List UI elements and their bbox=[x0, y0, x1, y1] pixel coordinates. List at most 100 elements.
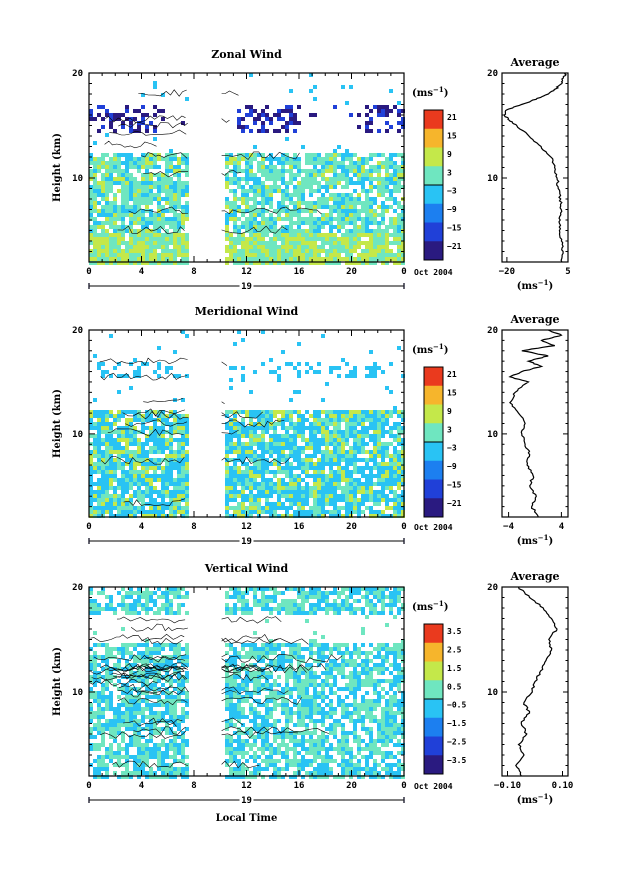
heatmap-field bbox=[89, 330, 405, 518]
colorbar-tick-label: 21 bbox=[447, 370, 457, 379]
contour-lines bbox=[89, 616, 343, 769]
colorbar-swatch bbox=[424, 661, 443, 681]
colorbar-tick-label: 2.5 bbox=[447, 645, 462, 654]
x-tick-label: 0 bbox=[401, 781, 406, 791]
colorbar-swatch bbox=[424, 185, 443, 205]
colorbar-swatch bbox=[424, 367, 443, 387]
unit-base: (ms bbox=[517, 281, 538, 292]
unit-close: ) bbox=[444, 88, 449, 99]
colorbar-tick-label: −0.5 bbox=[447, 701, 466, 710]
colorbar-tick-label: −21 bbox=[447, 499, 462, 508]
y-tick-label: 20 bbox=[72, 326, 83, 336]
average-ticks bbox=[502, 329, 568, 518]
x-tick-label: 8 bbox=[191, 522, 196, 532]
average-profile-line bbox=[508, 329, 563, 518]
colorbar: 21 15 9 3 −3 −9 −15 −21 (ms−1) bbox=[412, 342, 462, 518]
colorbar-swatch bbox=[424, 717, 443, 737]
colorbar-tick-label: −9 bbox=[447, 205, 457, 214]
colorbar-swatch bbox=[424, 203, 443, 223]
average-x-tick-label: −4 bbox=[503, 522, 514, 532]
average-x-label: (ms−1) bbox=[517, 792, 553, 806]
x-tick-label: 20 bbox=[346, 522, 357, 532]
unit-exp: −1 bbox=[433, 599, 444, 608]
date-label: Oct 2004 bbox=[414, 268, 453, 277]
x-tick-label: 12 bbox=[241, 522, 252, 532]
colorbar-swatch bbox=[424, 642, 443, 662]
colorbar-swatch bbox=[424, 110, 443, 130]
y-tick-label: 10 bbox=[72, 688, 83, 698]
average-x-tick-label: −20 bbox=[499, 267, 515, 277]
colorbar-tick-label: 3 bbox=[447, 168, 452, 177]
unit-exp: −1 bbox=[538, 792, 549, 801]
y-axis-label: Height (km) bbox=[52, 647, 63, 716]
date-line: 19 bbox=[88, 281, 405, 292]
colorbar-tick-label: −15 bbox=[447, 481, 462, 490]
colorbar: 21 15 9 3 −3 −9 −15 −21 (ms−1) bbox=[412, 85, 462, 261]
x-tick-label: 12 bbox=[241, 781, 252, 791]
x-tick-label: 20 bbox=[346, 267, 357, 277]
axis-ticks bbox=[88, 329, 405, 518]
unit-exp: −1 bbox=[538, 533, 549, 542]
colorbar-tick-label: 21 bbox=[447, 113, 457, 122]
x-tick-label: 4 bbox=[139, 267, 145, 277]
panel-1: Zonal Wind 10 20 Height (km) 0 4 8 12 16 20 0 19 Oct… bbox=[52, 48, 571, 292]
colorbar-swatch bbox=[424, 755, 443, 775]
average-profile-plot: Average 10 20 −20 5 (ms−1) bbox=[487, 56, 571, 292]
colorbar-swatch bbox=[424, 624, 443, 644]
colorbar-swatch bbox=[424, 479, 443, 499]
panel-3: Vertical Wind 10 20 Height (km) 0 4 8 12 16 20 0 19… bbox=[52, 562, 573, 824]
colorbar-tick-label: 15 bbox=[447, 131, 457, 140]
axis-ticks bbox=[88, 72, 405, 263]
colorbar-tick-label: 9 bbox=[447, 150, 452, 159]
x-tick-label: 12 bbox=[241, 267, 252, 277]
average-ticks bbox=[502, 586, 568, 777]
colorbar: 3.5 2.5 1.5 0.5 −0.5 −1.5 −2.5 −3.5 (ms−1) bbox=[412, 599, 466, 775]
colorbar-tick-label: 9 bbox=[447, 407, 452, 416]
x-tick-label: 16 bbox=[294, 781, 305, 791]
unit-exp: −1 bbox=[538, 278, 549, 287]
average-x-tick-label: 4 bbox=[559, 522, 565, 532]
colorbar-unit: (ms−1) bbox=[412, 599, 448, 613]
colorbar-tick-label: 1.5 bbox=[447, 664, 462, 673]
heatmap-field bbox=[89, 73, 405, 265]
date-label: Oct 2004 bbox=[414, 782, 453, 791]
date-line: 19 bbox=[88, 795, 405, 806]
colorbar-tick-label: −3 bbox=[447, 444, 457, 453]
colorbar-swatch bbox=[424, 680, 443, 700]
date-line: 19 bbox=[88, 536, 405, 547]
colorbar-unit: (ms−1) bbox=[412, 342, 448, 356]
colorbar-swatch bbox=[424, 385, 443, 405]
x-tick-label: 16 bbox=[294, 267, 305, 277]
unit-base: (ms bbox=[517, 795, 538, 806]
colorbar-tick-label: 0.5 bbox=[447, 682, 462, 691]
chart-title: Zonal Wind bbox=[211, 48, 282, 61]
colorbar-tick-label: −2.5 bbox=[447, 738, 466, 747]
contour-lines bbox=[104, 89, 322, 234]
day-label: 19 bbox=[241, 796, 252, 806]
colorbar-swatch bbox=[424, 699, 443, 719]
x-tick-label: 0 bbox=[401, 522, 406, 532]
unit-base: (ms bbox=[517, 536, 538, 547]
colorbar-tick-label: 15 bbox=[447, 388, 457, 397]
date-label: Oct 2004 bbox=[414, 523, 453, 532]
heatmap-field bbox=[89, 587, 405, 779]
panel-2: Meridional Wind 10 20 Height (km) 0 4 8 12 16 20 0… bbox=[52, 305, 569, 547]
y-axis-label: Height (km) bbox=[52, 389, 63, 458]
average-x-label: (ms−1) bbox=[517, 278, 553, 292]
colorbar-swatch bbox=[424, 498, 443, 518]
x-axis-label: Local Time bbox=[216, 813, 278, 824]
average-y-tick-label: 10 bbox=[487, 430, 498, 440]
average-profile-plot: Average 10 20 −4 4 (ms−1) bbox=[487, 313, 569, 547]
average-profile-line bbox=[515, 586, 558, 777]
colorbar-tick-label: −3 bbox=[447, 187, 457, 196]
x-tick-label: 0 bbox=[86, 781, 91, 791]
y-axis-label: Height (km) bbox=[52, 133, 63, 202]
colorbar-tick-label: 3.5 bbox=[447, 627, 462, 636]
x-tick-label: 4 bbox=[139, 522, 145, 532]
average-y-tick-label: 10 bbox=[487, 174, 498, 184]
average-x-tick-label: 5 bbox=[565, 267, 570, 277]
x-tick-label: 8 bbox=[191, 267, 196, 277]
unit-close: ) bbox=[548, 795, 553, 806]
axis-ticks bbox=[88, 586, 405, 777]
